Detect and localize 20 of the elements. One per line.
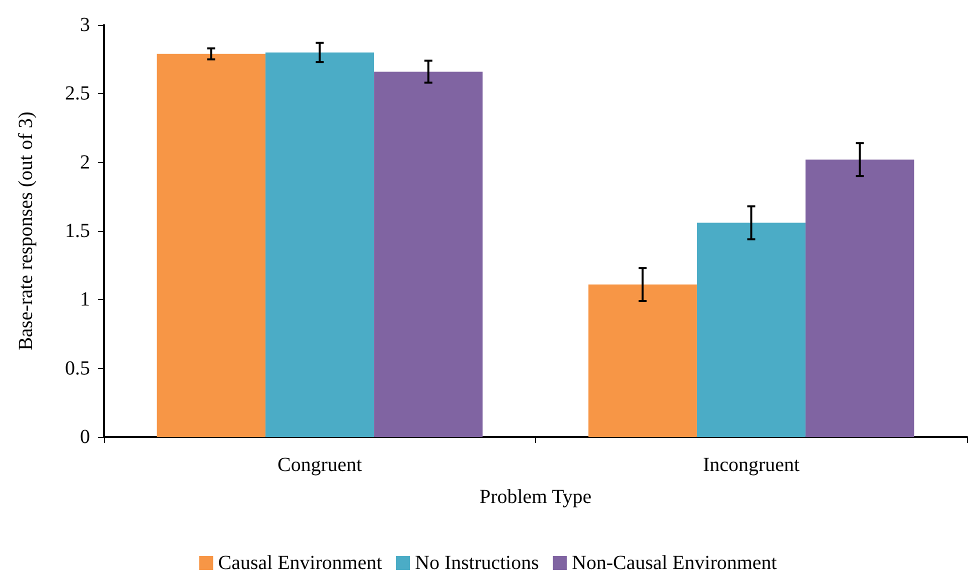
bar	[806, 160, 914, 437]
bar	[696, 222, 806, 437]
x-tick-label: Incongruent	[702, 454, 800, 476]
y-tick-label: 0	[80, 426, 90, 448]
x-tick-label: Congruent	[278, 454, 362, 476]
y-tick-label: 1.5	[65, 220, 90, 242]
bar	[588, 284, 697, 437]
y-axis-title: Base-rate responses (out of 3)	[15, 112, 37, 350]
y-tick-label: 0.5	[65, 357, 90, 380]
bar	[156, 54, 266, 437]
y-tick-label: 3	[80, 14, 90, 36]
x-axis-title: Problem Type	[479, 486, 592, 508]
y-tick-label: 2.5	[65, 82, 90, 105]
y-tick-label: 1	[80, 288, 90, 311]
legend-label: Non-Causal Environment	[572, 552, 778, 574]
bar	[374, 72, 483, 437]
legend-label: No Instructions	[415, 552, 540, 574]
y-tick-label: 2	[80, 151, 90, 174]
legend-label: Causal Environment	[218, 552, 382, 574]
bar	[265, 52, 374, 437]
